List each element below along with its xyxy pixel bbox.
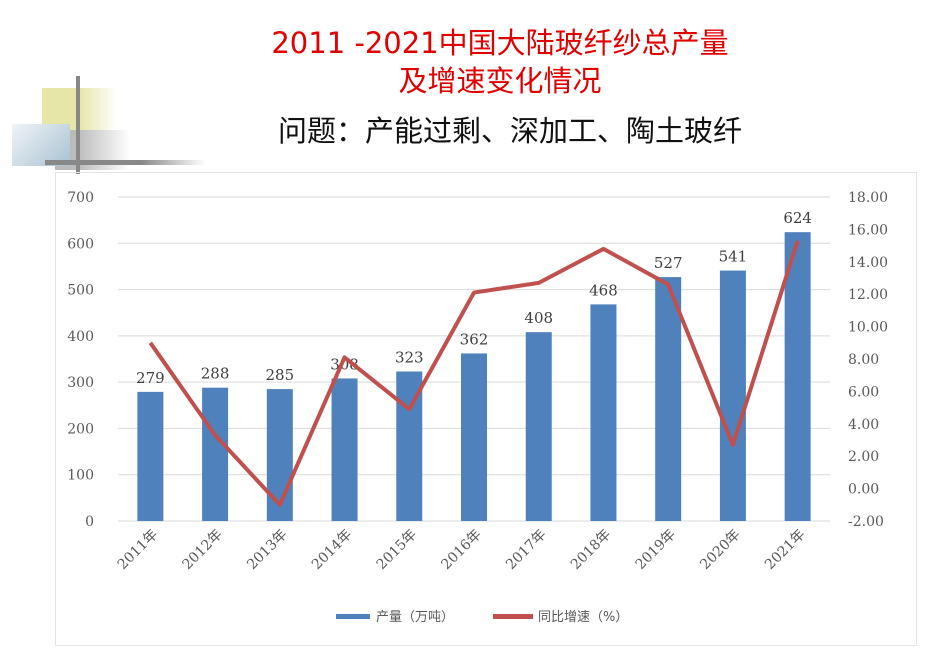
x-tick-label: 2014年 [309,527,355,573]
y-tick-label: 500 [67,283,94,299]
bar [525,332,552,521]
y-tick-label: 700 [67,190,94,206]
title-line-1: 2011 -2021中国大陆玻纤纱总产量 [271,26,729,60]
y2-tick-label: 2.00 [848,449,879,465]
data-label: 624 [783,209,812,227]
y2-tick-label: 8.00 [848,352,879,368]
x-tick-label: 2016年 [438,527,484,573]
data-label: 323 [395,348,424,366]
subtitle: 问题：产能过剩、深加工、陶土玻纤 [277,114,742,148]
bar [137,391,164,521]
y2-tick-label: 6.00 [848,384,879,400]
data-label: 279 [136,369,165,387]
bar [655,277,682,521]
y2-tick-label: 4.00 [848,417,879,433]
data-label: 288 [201,365,230,383]
legend-swatch-bars [336,614,370,619]
y2-tick-label: 12.00 [848,287,888,303]
data-label: 408 [524,309,553,327]
bar [784,232,811,522]
decor-horizontal-line [45,160,205,165]
y2-tick-label: 14.00 [848,255,888,271]
y-tick-label: 0 [85,514,94,530]
y-tick-label: 400 [67,329,94,345]
data-label: 285 [265,366,294,384]
y2-tick-label: 10.00 [848,320,888,336]
x-tick-label: 2017年 [503,527,549,573]
x-tick-label: 2021年 [762,527,808,573]
data-label: 527 [654,254,683,272]
y-tick-label: 300 [67,375,94,391]
chart-frame [55,172,917,646]
data-label: 362 [460,330,489,348]
y2-tick-label: 18.00 [848,190,888,206]
bar [266,389,293,521]
legend-label-line: 同比增速（%） [538,610,628,625]
x-tick-label: 2018年 [568,527,614,573]
bar [331,378,358,521]
x-tick-label: 2013年 [244,527,290,573]
y-tick-label: 200 [67,421,94,437]
x-tick-label: 2012年 [180,527,226,573]
decor-vertical-line [76,76,80,174]
y2-tick-label: -2.00 [848,514,884,530]
x-tick-label: 2020年 [697,527,743,573]
y2-tick-label: 0.00 [848,482,879,498]
x-tick-label: 2011年 [115,527,161,573]
decor-blue-block [12,124,70,166]
bar [202,387,229,521]
bar [590,304,617,521]
title-line-2: 及增速变化情况 [398,64,602,98]
x-tick-label: 2019年 [633,527,679,573]
bar [719,270,746,521]
x-tick-label: 2015年 [374,527,420,573]
y2-tick-label: 16.00 [848,222,888,238]
legend-label-bars: 产量（万吨） [376,610,454,625]
data-label: 468 [589,281,618,299]
y-tick-label: 600 [67,236,94,252]
data-label: 541 [719,248,748,266]
legend-swatch-line [493,614,533,619]
bar [461,353,487,521]
y-tick-label: 100 [67,468,94,484]
